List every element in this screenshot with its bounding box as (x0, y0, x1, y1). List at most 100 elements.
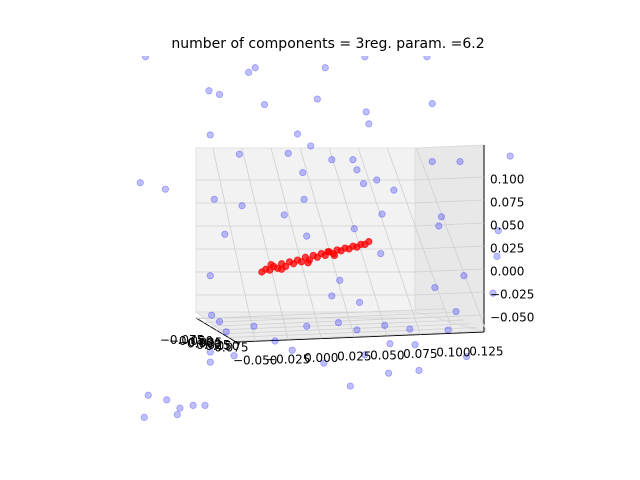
point (377, 250, 385, 258)
point (494, 227, 502, 235)
point (435, 222, 443, 230)
point (385, 369, 393, 377)
point (373, 176, 381, 184)
point (284, 149, 292, 157)
grid-line (357, 147, 421, 335)
point (163, 396, 171, 404)
point (288, 346, 296, 354)
chart-title: number of components = 3reg. param. =6.2 (171, 36, 484, 52)
point (452, 307, 460, 316)
grid-line (328, 147, 388, 337)
z-tick-label: 0.100 (490, 173, 524, 187)
point (206, 272, 214, 280)
grid-line (386, 147, 454, 334)
grid (196, 147, 487, 342)
grid-line (234, 330, 483, 342)
point (390, 186, 398, 194)
point (250, 322, 258, 330)
point (238, 202, 246, 210)
y-tick-label: 0.000 (187, 337, 221, 351)
x-tick-label: 0.100 (436, 346, 470, 360)
point (235, 150, 243, 158)
grid-line (203, 312, 452, 323)
point (140, 413, 148, 421)
point (206, 348, 214, 356)
point (307, 142, 315, 150)
point (428, 158, 436, 166)
point (428, 100, 436, 108)
point (462, 353, 471, 361)
point (334, 318, 343, 327)
point (437, 213, 446, 221)
x-tick-label: −0.050 (233, 354, 277, 368)
point (144, 391, 152, 399)
grid-line (196, 176, 485, 181)
point (336, 276, 344, 284)
point (321, 64, 329, 72)
point (411, 341, 419, 349)
point (353, 166, 361, 174)
point (456, 158, 464, 166)
point (293, 130, 302, 138)
point (278, 265, 286, 273)
point (210, 195, 218, 203)
point (381, 321, 389, 329)
point (361, 351, 369, 359)
x-tick-label: 0.125 (469, 344, 503, 358)
grid-line (209, 315, 458, 327)
grid-line (196, 291, 485, 296)
y-tick-label: 0.025 (196, 338, 230, 352)
point (320, 359, 328, 367)
z-tick-label: 0.025 (490, 242, 524, 256)
grid-line (299, 147, 355, 338)
point (208, 311, 216, 319)
point (206, 358, 214, 366)
labels: −0.050−0.0250.0000.0250.0500.0750.1000.1… (160, 173, 535, 368)
x-tick-label: 0.025 (337, 350, 371, 364)
point (355, 298, 364, 306)
point (423, 56, 431, 61)
y-tick-label: −0.025 (178, 335, 222, 349)
point (506, 152, 514, 160)
point (460, 272, 468, 280)
grid-line (215, 319, 465, 331)
point (222, 328, 230, 336)
grid-line (222, 323, 471, 335)
point (328, 156, 336, 164)
point (362, 108, 370, 116)
y-tick-label: 0.050 (205, 339, 239, 353)
point (215, 90, 224, 99)
x-tick-label: 0.075 (403, 347, 437, 361)
point (353, 326, 361, 334)
point (176, 404, 184, 412)
point (493, 252, 501, 260)
y-tick-label: 0.075 (214, 340, 248, 354)
point (313, 95, 321, 103)
point (365, 238, 373, 246)
point (189, 401, 197, 409)
point (299, 169, 307, 177)
grid-line (228, 327, 477, 338)
point (221, 230, 229, 238)
point (330, 251, 339, 260)
point (406, 325, 414, 333)
x-axis-line (235, 331, 485, 343)
point (215, 318, 224, 326)
y-tick-label: −0.075 (160, 333, 204, 347)
point (349, 156, 357, 164)
point (141, 56, 150, 61)
point (251, 64, 259, 72)
point (431, 284, 439, 292)
grid-line (196, 222, 485, 227)
grid-line (196, 245, 485, 250)
point (271, 337, 279, 345)
point (365, 120, 373, 128)
point (350, 225, 358, 233)
point (280, 211, 288, 219)
grid-line (196, 199, 485, 204)
z-tick-label: 0.075 (490, 196, 524, 210)
point (386, 340, 394, 348)
point (346, 382, 354, 390)
point (415, 366, 423, 375)
point (378, 210, 386, 218)
